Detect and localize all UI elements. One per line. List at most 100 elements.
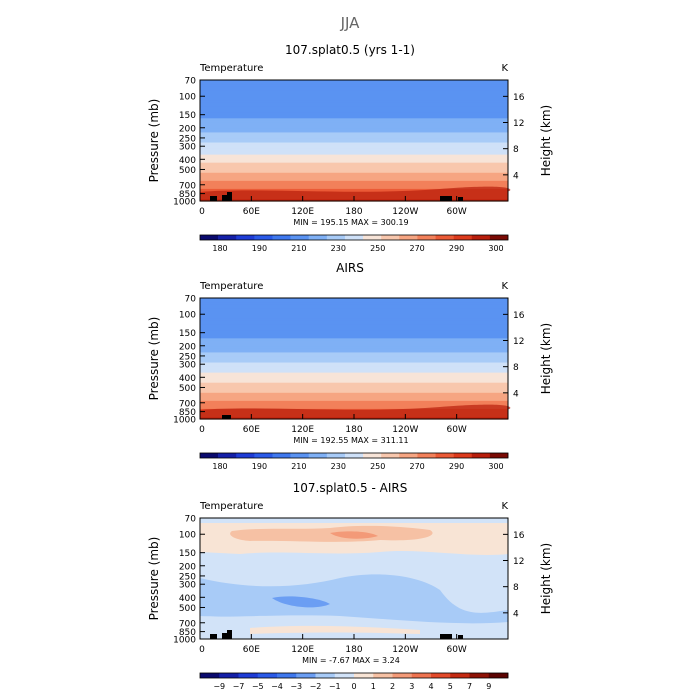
x-tick-label: 120E	[291, 207, 314, 217]
contour-band	[200, 94, 508, 97]
colorbar-swatch	[435, 453, 454, 458]
colorbar-tick-label: −9	[213, 682, 225, 691]
colorbar-tick-label: 300	[488, 244, 503, 253]
colorbar-tick-label: 180	[212, 462, 227, 471]
colorbar-tick-label: 190	[252, 244, 267, 253]
terrain-mask	[440, 634, 452, 639]
colorbar-swatch	[200, 235, 219, 240]
contour-band	[200, 384, 508, 388]
pressure-tick-label: 700	[179, 181, 196, 191]
colorbar-swatch	[236, 453, 255, 458]
pressure-tick-label: 100	[179, 311, 196, 321]
contour-band	[200, 130, 508, 134]
surface-band	[200, 186, 511, 201]
contour-band	[200, 400, 508, 404]
pressure-tick-label: 70	[185, 77, 197, 87]
height-tick-label: 8	[513, 583, 519, 593]
contour-band	[200, 140, 508, 144]
colorbar-tick-label: 7	[467, 682, 472, 691]
colorbar-tick-label: −5	[252, 682, 264, 691]
contour-patch	[272, 596, 330, 608]
contour-band	[200, 100, 508, 103]
terrain-mask	[458, 635, 463, 639]
contour-band	[200, 116, 508, 119]
terrain-mask	[227, 192, 232, 201]
contour-band	[200, 356, 508, 360]
colorbar-swatch	[450, 673, 470, 678]
contour-band	[200, 372, 508, 376]
pressure-tick-label: 400	[179, 594, 196, 604]
contour-band	[200, 326, 508, 329]
contour-band	[200, 398, 508, 402]
contour-band	[200, 102, 508, 105]
pressure-tick-label: 100	[179, 93, 196, 103]
contour-band	[200, 392, 508, 396]
y-axis-label: Pressure (mb)	[147, 317, 161, 401]
contour-band	[200, 382, 508, 386]
colorbar-swatch	[290, 453, 310, 458]
colorbar-swatch	[200, 673, 220, 678]
colorbar-tick-label: 230	[331, 244, 346, 253]
colorbar-swatch	[489, 235, 509, 240]
contour-band	[200, 110, 508, 113]
pressure-tick-label: 850	[179, 628, 196, 638]
colorbar-swatch	[308, 235, 328, 240]
colorbar-swatch	[417, 235, 436, 240]
colorbar-swatch	[435, 235, 454, 240]
height-tick-label: 8	[513, 363, 519, 373]
pressure-tick-label: 1000	[173, 636, 196, 646]
contour-band	[200, 144, 508, 148]
colorbar-tick-label: 0	[351, 682, 356, 691]
contour-band	[200, 380, 508, 384]
contour-band	[200, 396, 508, 400]
pressure-tick-label: 250	[179, 134, 196, 144]
terrain-mask	[440, 196, 452, 201]
colorbar-swatch	[488, 673, 509, 678]
colorbar-swatch	[277, 673, 297, 678]
units-label: K	[501, 281, 508, 292]
contour-band	[200, 334, 508, 337]
pressure-tick-label: 500	[179, 166, 196, 176]
contour-band	[200, 168, 508, 172]
pressure-tick-label: 500	[179, 604, 196, 614]
colorbar-swatch	[354, 673, 374, 678]
x-tick-label: 180	[345, 645, 362, 655]
colorbar-tick-label: 1	[371, 682, 376, 691]
contour-band	[200, 104, 508, 107]
pressure-tick-label: 850	[179, 190, 196, 200]
colorbar-swatch	[218, 235, 237, 240]
contour-band	[200, 310, 508, 313]
contour-patch	[330, 531, 378, 539]
x-tick-label: 0	[199, 207, 205, 217]
contour-band	[200, 166, 508, 170]
colorbar-tick-label: 9	[486, 682, 491, 691]
colorbar-tick-label: −1	[329, 682, 341, 691]
y-axis-right-label: Height (km)	[539, 543, 553, 614]
colorbar-swatch	[381, 235, 400, 240]
contour-band	[200, 360, 508, 364]
pressure-tick-label: 400	[179, 156, 196, 166]
contour-band	[200, 84, 508, 87]
contour-band	[200, 314, 508, 317]
contour-band	[200, 358, 508, 362]
colorbar-tick-label: 290	[449, 462, 464, 471]
contour-band	[200, 184, 508, 188]
contour-band	[200, 86, 508, 89]
contour-band	[200, 300, 508, 303]
contour-patch	[250, 625, 420, 634]
contour-band	[200, 332, 508, 335]
colorbar-tick-label: 230	[331, 462, 346, 471]
contour-band	[200, 368, 508, 372]
contour-band	[200, 312, 508, 315]
colorbar-frame	[199, 672, 509, 679]
height-tick-label: 4	[513, 389, 519, 399]
pressure-tick-label: 150	[179, 111, 196, 121]
colorbar-tick-label: 300	[488, 462, 503, 471]
x-tick-label: 60W	[446, 207, 466, 217]
contour-band	[200, 180, 508, 184]
colorbar-swatch	[326, 235, 346, 240]
colorbar-swatch	[469, 673, 490, 678]
colorbar-swatch	[315, 673, 336, 678]
colorbar-swatch	[399, 453, 418, 458]
